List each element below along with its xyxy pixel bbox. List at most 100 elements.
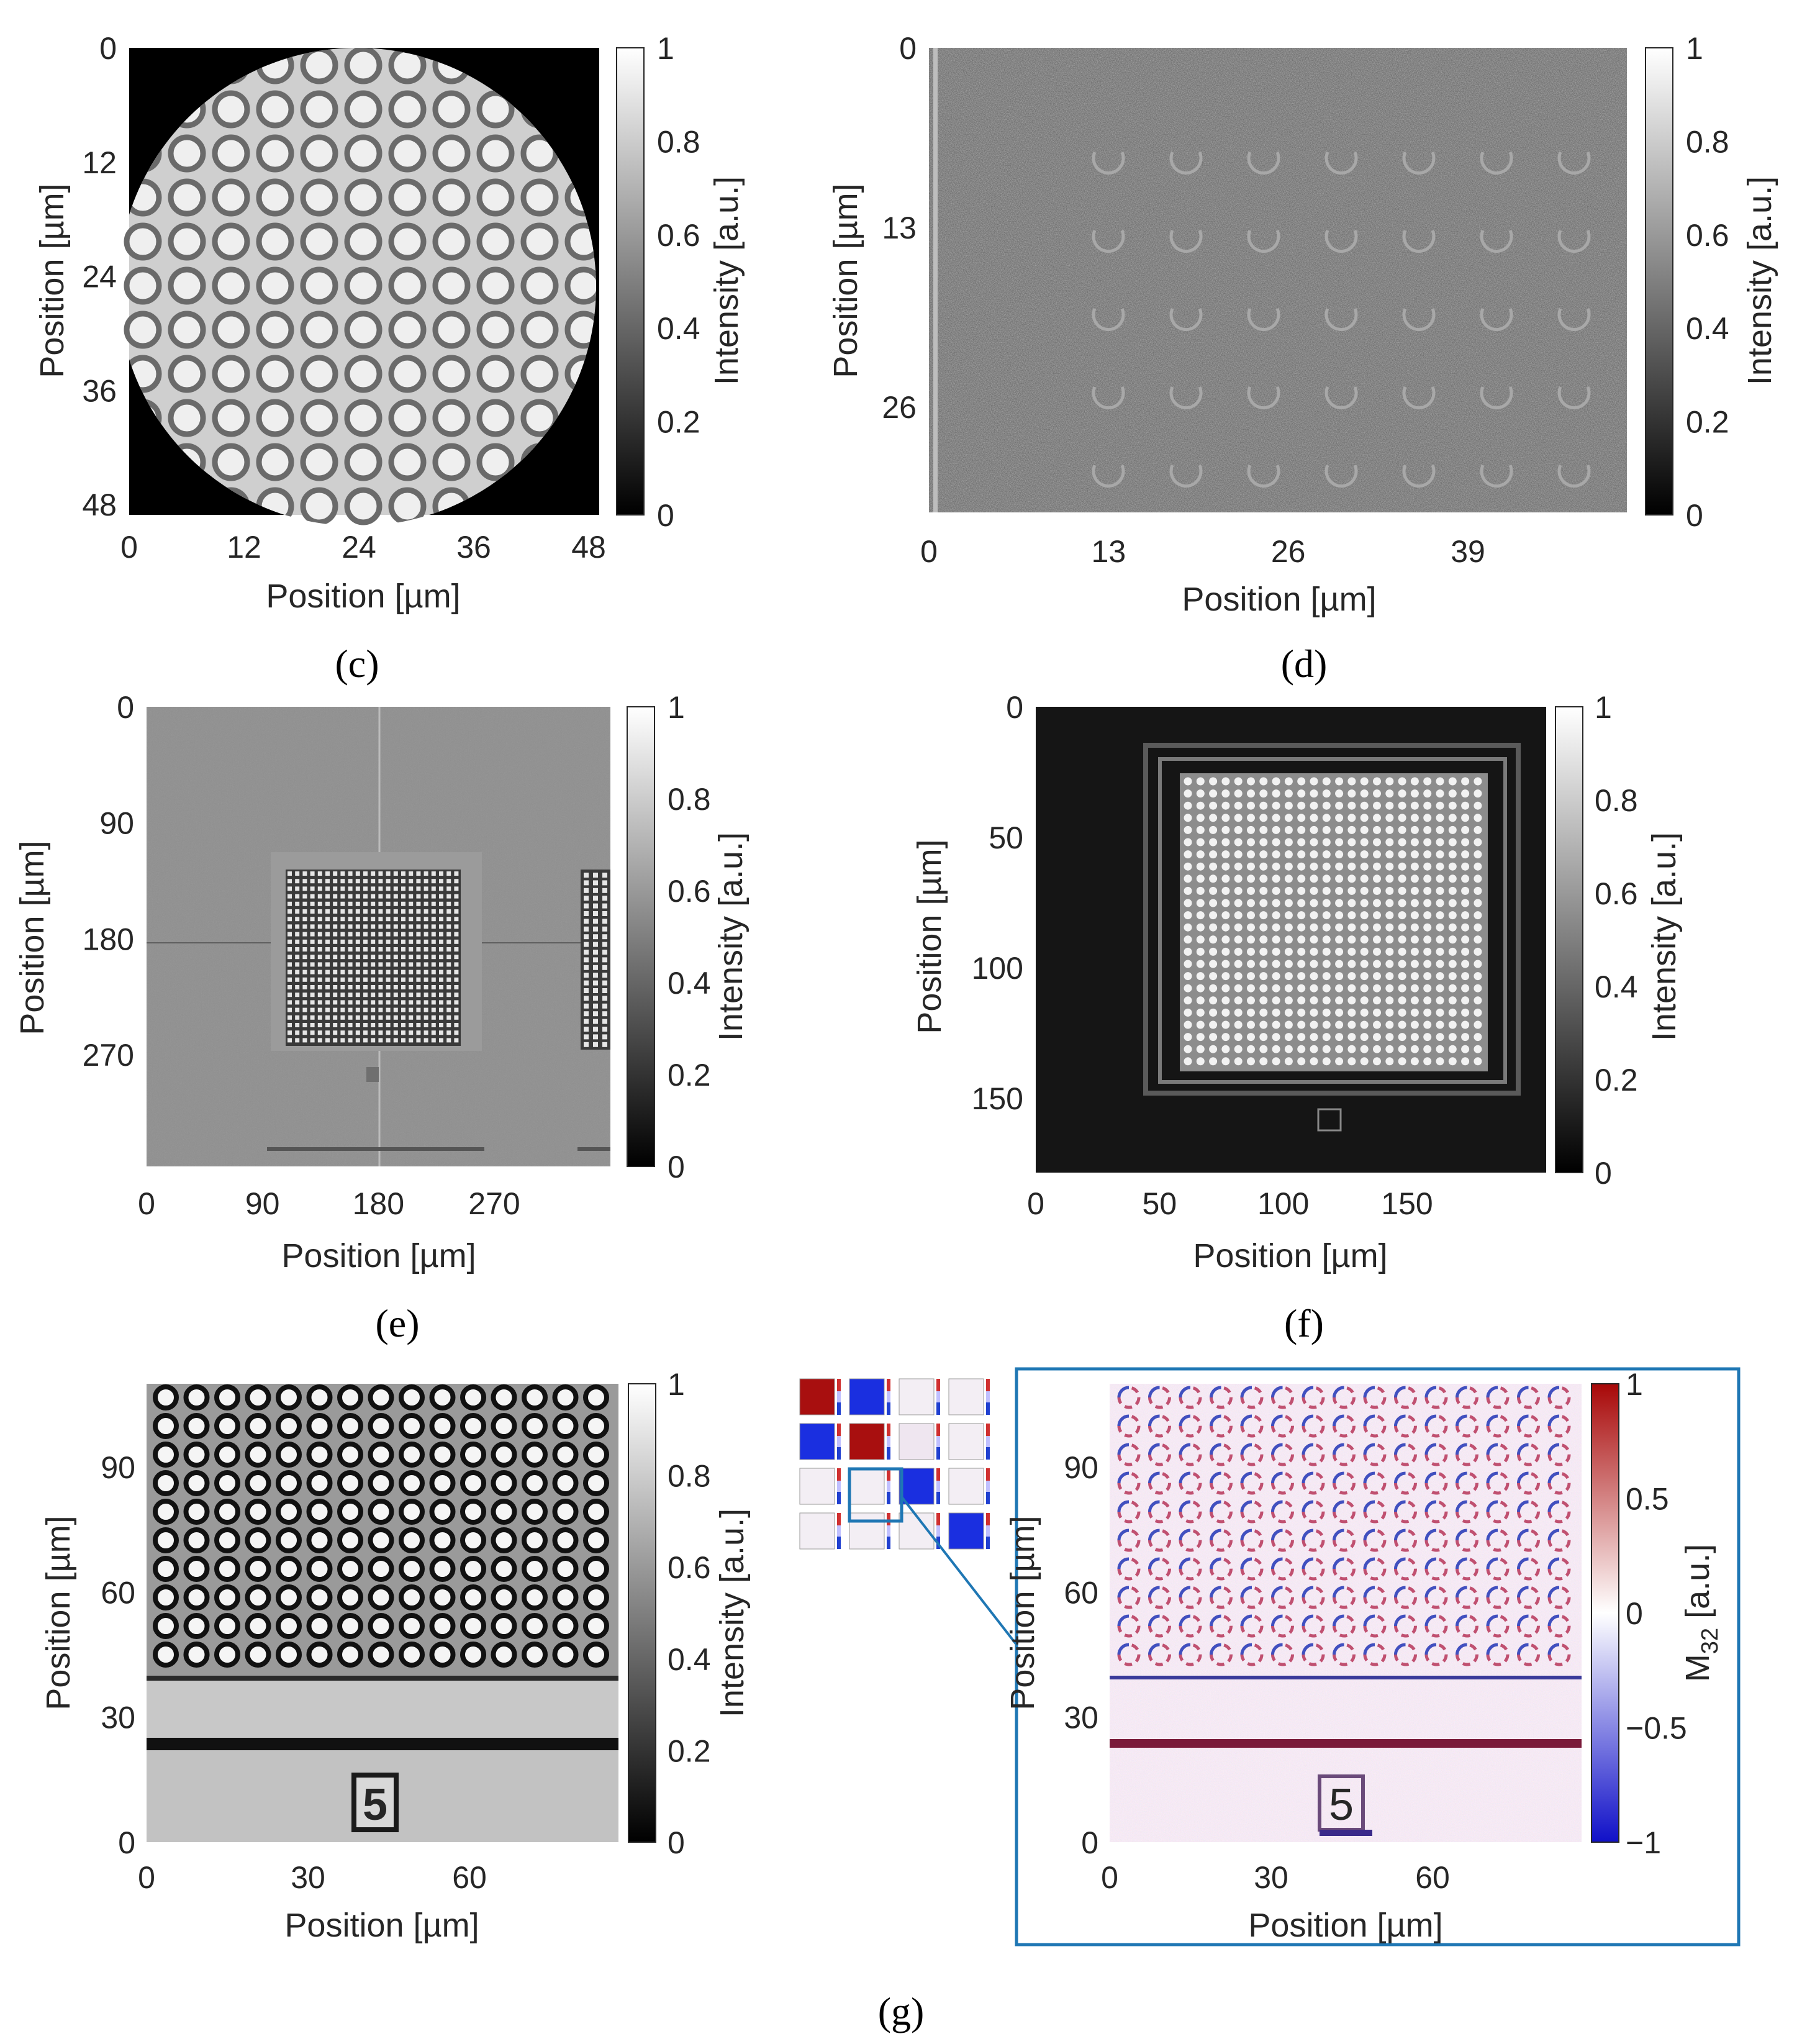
pillar [439,962,443,967]
pillar [1474,1008,1482,1017]
pillar [363,977,368,982]
colorbar-tick-label: −0.5 [1626,1711,1687,1746]
pillar [1373,899,1381,907]
pillar [300,487,338,525]
pillar [1385,838,1394,847]
pillar [1234,1020,1243,1029]
pillar [1335,899,1344,907]
pillar [584,1034,589,1040]
pillar [348,924,353,929]
pillar [183,1527,210,1553]
pillar [363,879,368,884]
x-tick-label: 50 [1143,1186,1177,1221]
pillar [583,1413,609,1439]
panel-g-mueller-thumbnails [799,1378,1018,1646]
pillar [1247,862,1255,871]
pillar [416,871,421,876]
pillar [310,901,315,906]
pillar [153,1384,179,1410]
pillar [583,1613,609,1639]
pillar [302,970,307,974]
pillar [368,1413,394,1439]
pillar [1461,777,1470,786]
pillar [1284,838,1293,847]
mini-colorbar [837,1468,841,1504]
pillar [432,443,471,481]
pillar [212,90,250,129]
pillar [1259,935,1268,944]
pillar [1209,911,1218,920]
pillar [1221,814,1230,822]
pillar [1322,947,1331,956]
pillar [1297,801,1306,810]
pillar [1423,960,1432,968]
pillar [348,962,353,967]
pillar [288,955,292,960]
pillar [1423,996,1432,1005]
pillar [1259,911,1268,920]
pillar [1448,814,1457,822]
pillar [302,901,307,906]
pillar [476,134,515,173]
panel-g-zoom-connector [900,1496,1018,1646]
pillar [168,355,206,393]
pillar [1410,1045,1419,1053]
y-tick-label: 90 [1064,1450,1098,1485]
pillar [583,1442,609,1468]
pillar [1272,789,1280,798]
pillar [1474,960,1482,968]
mini-colorbar [936,1424,940,1460]
pillar [1474,1033,1482,1042]
pillar [1474,1045,1482,1053]
pillar [1373,850,1381,859]
pillar [1373,996,1381,1005]
pillar [378,962,383,967]
pillar [1385,1020,1394,1029]
pillar [1310,874,1318,883]
pillar [584,950,589,955]
pillar [1360,1057,1369,1066]
pillar [1347,960,1356,968]
pillar [1474,874,1482,883]
pillar [1196,972,1205,981]
pillar [602,880,607,886]
pillar [399,1642,425,1668]
colorbar-tick-label: 0.8 [1686,124,1729,159]
pillar [1310,838,1318,847]
pillar [371,924,376,929]
pillar [355,909,360,914]
pillar [302,917,307,922]
pillar [439,977,443,982]
pillar [1347,947,1356,956]
pillar [1474,886,1482,895]
pillar [431,1023,436,1027]
pillar [439,932,443,937]
pillar [371,970,376,974]
pillar [302,962,307,967]
pillar [393,1038,398,1043]
pillar [1247,899,1255,907]
mueller-element-thumbnail [799,1468,835,1505]
pillar [1284,1057,1293,1066]
pillar [295,977,300,982]
pillar [1221,923,1230,932]
pillar [378,985,383,989]
pillar [1423,789,1432,798]
pillar [1360,1008,1369,1017]
pillar [1196,996,1205,1005]
pillar [1398,825,1406,834]
pillar [423,955,428,960]
pillar [454,1015,459,1020]
pillar [378,1030,383,1035]
pillar [584,919,589,924]
pillar [1474,899,1482,907]
pillar [355,924,360,929]
pillar [1385,1033,1394,1042]
pillar [446,1015,451,1020]
pillar [409,962,414,967]
pillar [348,985,353,989]
pillar [1322,996,1331,1005]
pillar [386,879,391,884]
pillar [584,1027,589,1032]
